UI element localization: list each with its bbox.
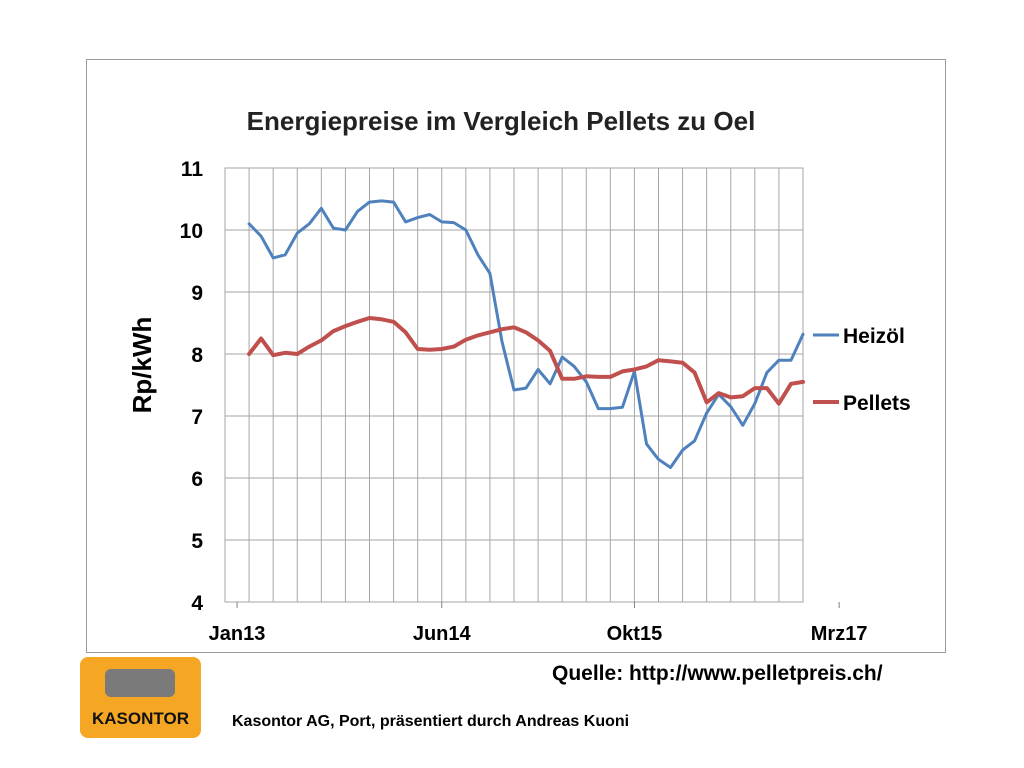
x-tick-label: Okt15 [607, 623, 663, 645]
plot-area [224, 167, 804, 603]
kasontor-logo: KASONTOR [80, 657, 201, 738]
y-tick-label: 5 [191, 530, 203, 553]
x-tick-label: Jan13 [209, 623, 266, 645]
logo-screen-shape [105, 669, 175, 697]
y-tick-label: 7 [191, 406, 203, 429]
y-tick-label: 4 [191, 592, 203, 615]
chart-title: Energiepreise im Vergleich Pellets zu Oe… [247, 106, 756, 136]
y-tick-label: 11 [181, 158, 204, 181]
logo-text: KASONTOR [92, 709, 189, 728]
series-line-heizöl [247, 199, 805, 469]
y-tick-label: 8 [191, 344, 203, 367]
chart-frame: 4 5 6 7 8 9 10 11 Jan13 Jun14 Okt15 Mrz17 Energiepre… [86, 59, 946, 653]
y-tick-label: 10 [180, 220, 203, 243]
x-tick-label: Jun14 [413, 623, 472, 645]
source-text: Quelle: http://www.pelletpreis.ch/ [552, 662, 883, 685]
legend-label: Pellets [843, 392, 911, 415]
legend-label: Heizöl [843, 325, 905, 348]
series-line-pellets [247, 316, 805, 406]
y-axis-label: Rp/kWh [127, 317, 157, 414]
y-tick-label: 6 [191, 468, 203, 491]
y-tick-label: 9 [191, 282, 203, 305]
x-tick-label: Mrz17 [811, 623, 868, 645]
credit-text: Kasontor AG, Port, präsentiert durch And… [232, 713, 630, 730]
line-chart: 4 5 6 7 8 9 10 11 Jan13 Jun14 Okt15 Mrz17 Energiepre… [127, 106, 911, 645]
